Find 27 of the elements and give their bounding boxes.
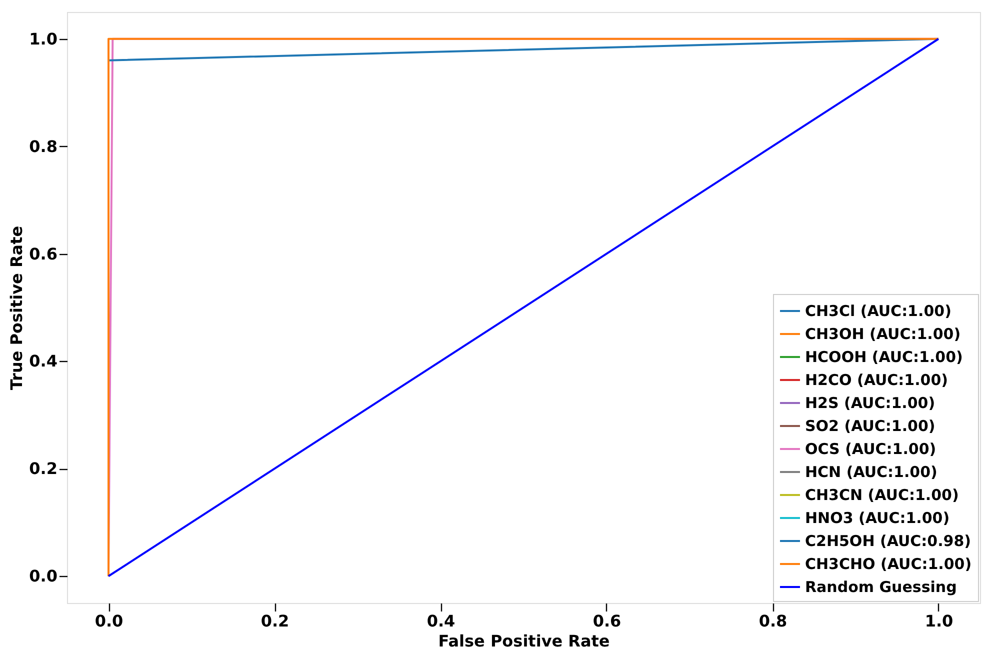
x-tick-label: 0.6 [592, 612, 622, 630]
legend-label: H2S (AUC:1.00) [805, 394, 936, 412]
y-tick-label: 0.8 [29, 136, 58, 156]
legend-label: CH3Cl (AUC:1.00) [805, 302, 952, 320]
y-axis-title: True Positive Rate [7, 226, 26, 390]
legend-label: HNO3 (AUC:1.00) [805, 509, 950, 527]
x-tick-label: 0.0 [94, 612, 124, 630]
y-tick-label: 0.4 [29, 352, 58, 371]
legend-label: CH3OH (AUC:1.00) [805, 325, 961, 343]
x-tick-label: 0.8 [758, 612, 788, 630]
x-tick-label: 0.4 [426, 612, 456, 630]
legend-label: CH3CN (AUC:1.00) [805, 486, 959, 504]
legend-label: HCOOH (AUC:1.00) [805, 348, 963, 366]
x-tick-label: 0.2 [260, 612, 290, 630]
legend-label: OCS (AUC:1.00) [805, 440, 936, 458]
legend-label: H2CO (AUC:1.00) [805, 371, 948, 389]
legend-label: HCN (AUC:1.00) [805, 463, 938, 481]
y-tick-label: 0.0 [29, 566, 58, 586]
x-axis-title: False Positive Rate [438, 632, 610, 650]
x-tick-label: 1.0 [924, 612, 954, 630]
y-tick-label: 1.0 [29, 29, 58, 48]
legend-label: C2H5OH (AUC:0.98) [805, 532, 972, 550]
legend-label: SO2 (AUC:1.00) [805, 417, 936, 435]
y-tick-label: 0.6 [29, 244, 58, 264]
legend-label: Random Guessing [805, 578, 957, 596]
y-tick-label: 0.2 [29, 459, 58, 478]
legend-label: CH3CHO (AUC:1.00) [805, 555, 972, 573]
